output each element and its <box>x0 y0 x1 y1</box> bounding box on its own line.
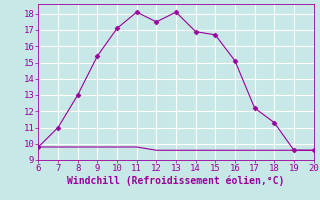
X-axis label: Windchill (Refroidissement éolien,°C): Windchill (Refroidissement éolien,°C) <box>67 176 285 186</box>
